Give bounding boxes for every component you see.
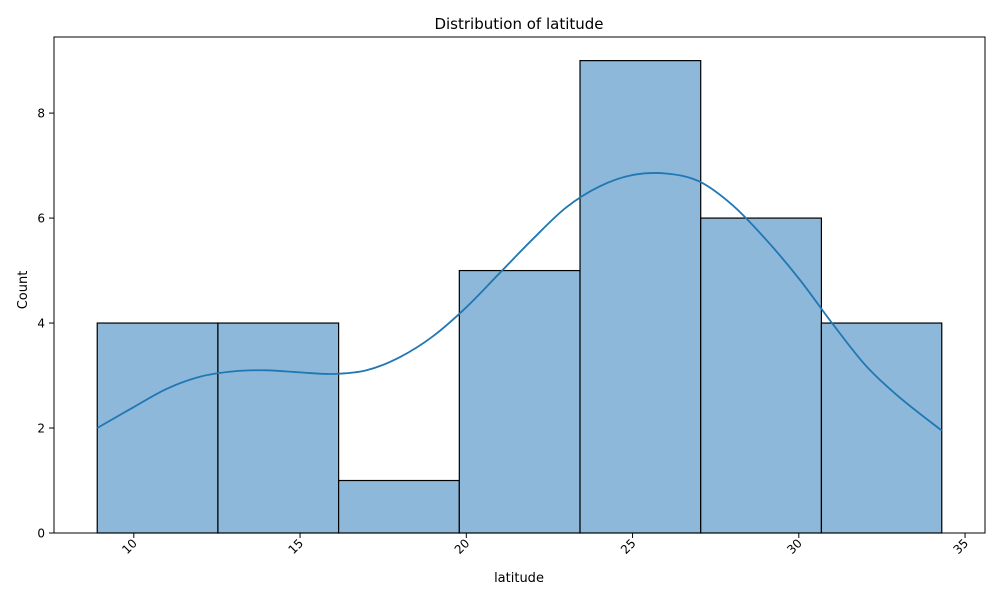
histogram-bar [820,322,943,534]
x-tick-label: 20 [452,536,473,557]
y-tick-label: 8 [37,107,45,121]
plot-area: 0 2 4 6 8 10 15 20 25 30 35 [37,36,986,557]
plot-frame [53,36,986,534]
kde-line [96,172,943,432]
histogram-bar [96,322,219,534]
y-tick-label: 0 [37,527,45,541]
histogram-bar [700,217,823,534]
y-tick-label: 2 [37,422,45,436]
histogram-bar [217,322,340,534]
x-axis-label: latitude [494,571,544,586]
x-tick-label: 25 [618,536,639,557]
x-tick-label: 15 [285,536,306,557]
histogram-bar [458,269,581,534]
y-axis-label: Count [16,271,31,310]
histogram-bar [579,60,702,534]
y-tick-label: 6 [37,212,45,226]
histogram-bar [338,479,460,534]
chart-title: Distribution of latitude [434,15,603,33]
x-tick-label: 30 [784,536,805,557]
x-tick-label: 35 [950,536,971,557]
y-tick-label: 4 [37,317,45,331]
x-tick-label: 10 [119,536,140,557]
